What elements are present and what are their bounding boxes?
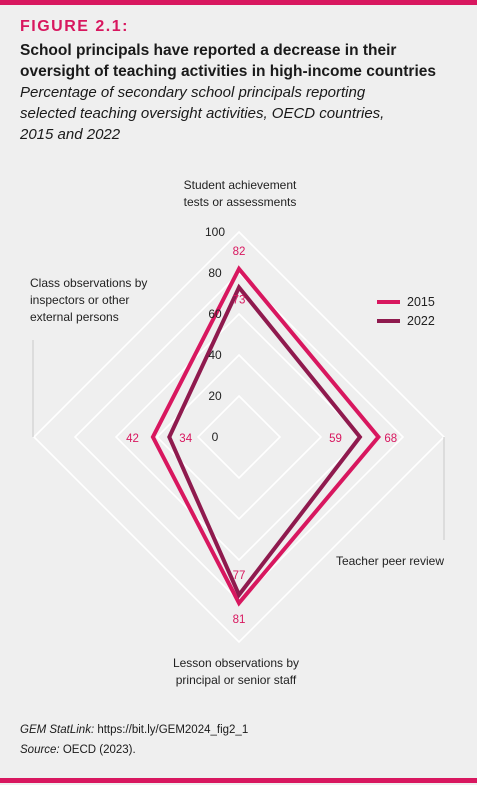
axis-label-left: external persons <box>30 310 119 324</box>
title-line: School principals have reported a decrea… <box>20 42 397 59</box>
tick-label: 0 <box>212 430 219 444</box>
tick-label: 20 <box>208 389 222 403</box>
value-label: 77 <box>233 570 246 582</box>
figure-label: FIGURE 2.1: <box>20 18 129 35</box>
tick-label: 40 <box>208 348 222 362</box>
top-accent-bar <box>0 0 477 5</box>
value-label: 81 <box>233 614 246 626</box>
grid-ring <box>196 394 282 480</box>
statlink-value[interactable]: https://bit.ly/GEM2024_fig2_1 <box>97 724 249 736</box>
tick-label: 60 <box>208 307 222 321</box>
legend: 2015 2022 <box>377 295 435 328</box>
subtitle-line: 2015 and 2022 <box>20 126 121 143</box>
grid-ring <box>155 353 323 521</box>
figure-footer: GEM StatLink: https://bit.ly/GEM2024_fig… <box>20 720 248 760</box>
figure-title: School principals have reported a decrea… <box>20 40 470 82</box>
leader-lines <box>32 340 445 540</box>
subtitle-line: selected teaching oversight activities, … <box>20 105 385 122</box>
legend-label: 2015 <box>407 295 435 309</box>
value-label: 59 <box>329 433 342 445</box>
value-label: 82 <box>233 246 246 258</box>
subtitle-line: Percentage of secondary school principal… <box>20 84 366 101</box>
axis-label-top: Student achievement <box>184 178 297 192</box>
series-line-2015 <box>150 265 382 607</box>
figure-header: FIGURE 2.1: School principals have repor… <box>20 18 470 145</box>
value-label: 68 <box>384 433 397 445</box>
tick-label: 100 <box>205 225 225 239</box>
axis-label-bottom: Lesson observations by <box>173 656 299 670</box>
value-label: 34 <box>179 433 192 445</box>
source: Source: OECD (2023). <box>20 740 248 760</box>
axis-label-left: inspectors or other <box>30 293 129 307</box>
source-label: Source: <box>20 744 60 756</box>
title-line: oversight of teaching activities in high… <box>20 63 436 80</box>
axis-label-left: Class observations by <box>30 276 147 290</box>
radar-chart: 0 20 40 60 80 100 82 68 81 42 73 59 77 34 Student ac… <box>30 178 446 687</box>
statlink-label: GEM StatLink: <box>20 724 95 736</box>
value-label: 73 <box>233 294 246 306</box>
value-labels: 82 68 81 42 73 59 77 34 <box>126 246 397 626</box>
series-line-2022 <box>167 283 363 599</box>
series-layer <box>150 265 382 607</box>
tick-label: 80 <box>208 266 222 280</box>
figure-subtitle: Percentage of secondary school principal… <box>20 82 470 145</box>
grid-ring <box>73 271 405 603</box>
grid-ring <box>114 312 364 562</box>
grid-ring <box>32 230 446 644</box>
tick-labels: 0 20 40 60 80 100 <box>205 225 225 444</box>
legend-label: 2022 <box>407 314 435 328</box>
bottom-accent-bar <box>0 778 477 783</box>
axis-label-bottom: principal or senior staff <box>176 673 297 687</box>
axis-label-top: tests or assessments <box>184 195 297 209</box>
value-label: 42 <box>126 433 139 445</box>
source-value: OECD (2023). <box>62 744 136 756</box>
statlink: GEM StatLink: https://bit.ly/GEM2024_fig… <box>20 720 248 740</box>
axis-label-right: Teacher peer review <box>336 554 444 568</box>
axis-labels: Student achievement tests or assessments T… <box>30 178 444 687</box>
